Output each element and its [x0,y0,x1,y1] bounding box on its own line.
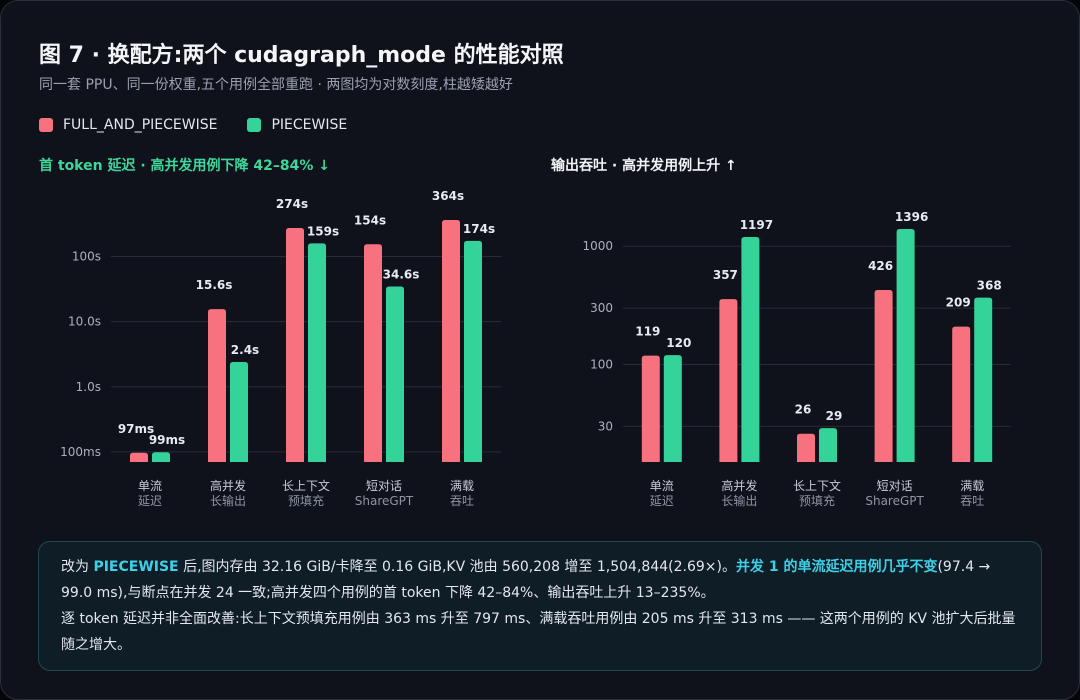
ttft-category-label: 满载 [450,479,474,493]
ttft-value-label: 99ms [149,433,185,447]
throughput-bar-full [641,355,660,462]
ttft-category-label: 短对话 [366,479,402,493]
throughput-ytick-label: 300 [590,301,613,315]
ttft-value-label: 154s [354,213,386,227]
ttft-category-label: 高并发 [210,478,246,493]
throughput-bar-full [952,326,971,462]
legend: FULL_AND_PIECEWISE PIECEWISE [39,117,347,133]
legend-label-piecewise: PIECEWISE [271,117,348,133]
throughput-bar-piecewise [896,229,915,462]
ttft-chart-title: 首 token 延迟 · 高并发用例下降 42–84% ↓ [39,158,330,174]
legend-label-full: FULL_AND_PIECEWISE [63,117,218,133]
ttft-value-label: 159s [307,224,339,238]
throughput-value-label: 357 [713,268,738,282]
note-text: 改为 [61,559,94,575]
legend-item-full: FULL_AND_PIECEWISE [39,117,217,133]
ttft-bar-piecewise [386,286,404,462]
throughput-value-label: 1197 [740,218,773,232]
ttft-value-label: 274s [276,197,308,211]
ttft-category-label: 延迟 [138,494,162,508]
ttft-category-label: ShareGPT [355,494,414,508]
ttft-bar-full [130,452,148,462]
ttft-value-label: 34.6s [383,268,420,282]
legend-swatch-piecewise [247,118,262,132]
throughput-category-label: 延迟 [650,494,674,508]
note-text: 后,图内存由 32.16 GiB/卡降至 0.16 GiB,KV 池由 560,… [178,559,736,575]
throughput-category-label: 满载 [960,479,984,493]
throughput-value-label: 26 [795,403,812,417]
ttft-category-label: 单流 [138,479,162,493]
legend-item-piecewise: PIECEWISE [247,117,347,133]
ttft-category-label: 长上下文 [282,478,330,493]
throughput-category-label: ShareGPT [865,494,924,508]
ttft-bar-piecewise [230,362,248,462]
ttft-value-label: 174s [463,222,495,236]
throughput-ytick-label: 30 [598,419,613,433]
throughput-value-label: 120 [666,336,691,350]
throughput-bar-piecewise [819,428,837,462]
throughput-bar-full [874,290,893,462]
throughput-category-label: 长输出 [721,493,757,508]
throughput-category-label: 高并发 [721,478,757,493]
figure-subtitle: 同一套 PPU、同一份权重,五个用例全部重跑 · 两图均为对数刻度,柱越矮越好 [39,77,513,93]
throughput-bar-piecewise [663,355,682,462]
note-highlight-piecewise: PIECEWISE [93,559,179,575]
throughput-bar-piecewise [974,297,993,462]
throughput-value-label: 426 [868,259,893,273]
ttft-value-label: 15.6s [196,278,233,292]
throughput-bar-full [719,299,738,462]
ttft-ytick-label: 10.0s [68,315,101,329]
throughput-ytick-label: 1000 [582,239,613,253]
note-text: (97.4 → 99.0 ms),与断点在并发 24 一致;高并发四个用例的首 … [61,559,991,601]
throughput-value-label: 209 [946,296,971,310]
throughput-bar-full [797,433,815,462]
legend-swatch-full [39,118,53,132]
throughput-value-label: 1396 [895,210,928,224]
summary-paragraph-1: 改为 PIECEWISE 后,图内存由 32.16 GiB/卡降至 0.16 G… [61,554,1019,606]
throughput-category-label: 短对话 [877,479,913,493]
ttft-bar-piecewise [152,452,170,462]
summary-note: 改为 PIECEWISE 后,图内存由 32.16 GiB/卡降至 0.16 G… [38,541,1042,671]
throughput-category-label: 长上下文 [793,478,841,493]
ttft-category-label: 吞吐 [450,494,474,508]
throughput-category-label: 吞吐 [960,494,984,508]
ttft-bar-full [364,244,382,462]
throughput-value-label: 119 [635,325,660,339]
ttft-ytick-label: 1.0s [76,380,101,394]
throughput-bar-piecewise [741,236,760,462]
summary-paragraph-2: 逐 token 延迟并非全面改善:长上下文预填充用例由 363 ms 升至 79… [61,611,1016,653]
note-highlight-single-stream: 并发 1 的单流延迟用例几乎不变 [735,559,938,575]
throughput-category-label: 预填充 [799,493,835,508]
throughput-value-label: 368 [977,279,1002,293]
figure-title: 图 7 · 换配方:两个 cudagraph_mode 的性能对照 [39,43,564,68]
throughput-category-label: 单流 [650,479,674,493]
ttft-bar-piecewise [308,243,326,462]
ttft-category-label: 长输出 [210,493,246,508]
ttft-value-label: 364s [432,189,464,203]
ttft-ytick-label: 100s [72,250,101,264]
ttft-category-label: 预填充 [288,493,324,508]
ttft-bar-piecewise [464,240,482,462]
ttft-value-label: 97ms [118,422,154,436]
ttft-bar-full [442,219,460,462]
ttft-bar-full [286,228,304,462]
ttft-bar-full [208,309,226,462]
ttft-value-label: 2.4s [231,343,259,357]
throughput-ytick-label: 100 [590,358,613,372]
ttft-ytick-label: 100ms [60,445,101,459]
throughput-value-label: 29 [826,409,843,423]
throughput-chart-title: 输出吞吐 · 高并发用例上升 ↑ [551,158,737,174]
